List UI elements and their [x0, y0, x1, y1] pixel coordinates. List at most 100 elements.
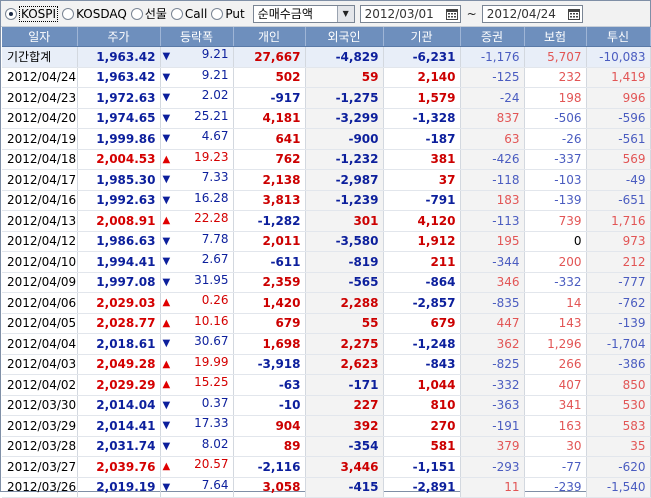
table-row[interactable]: 2012/04/16 1,992.63 ▼ 16.28 3,813 -1,239 -791 1…	[2, 190, 651, 211]
radio-put[interactable]: Put	[211, 5, 245, 23]
cell-securities: 195	[460, 231, 525, 252]
col-header-retail[interactable]: 개인	[233, 27, 306, 47]
table-row[interactable]: 2012/03/27 2,039.76 ▲ 20.57 -2,116 3,446 -1,15…	[2, 456, 651, 478]
table-row[interactable]: 2012/04/12 1,986.63 ▼ 7.78 2,011 -3,580 1,912 1…	[2, 231, 651, 252]
cell-date: 2012/03/28	[2, 436, 78, 457]
table-row[interactable]: 2012/04/10 1,994.41 ▼ 2.67 -611 -819 211 -344 20…	[2, 251, 651, 273]
cell-date: 2012/04/24	[2, 67, 78, 88]
cell-date: 2012/04/19	[2, 128, 78, 150]
cell-trust: -1,704	[586, 333, 651, 355]
calendar-icon[interactable]	[566, 6, 582, 22]
change-value: 2.02	[201, 88, 229, 103]
triangle-down-icon: ▼	[162, 92, 171, 104]
col-header-change[interactable]: 등락폭	[160, 27, 234, 47]
toolbar: KOSPI KOSDAQ 선물 Call Put 순매수금액 ▼ 2012/03…	[1, 1, 650, 27]
mode-select[interactable]: 순매수금액 ▼	[252, 4, 355, 23]
change-value: 16.28	[194, 190, 229, 205]
col-header-institution[interactable]: 기관	[383, 27, 461, 47]
radio-circle[interactable]	[170, 7, 183, 20]
radio-call[interactable]: Call	[170, 5, 208, 23]
cell-institution: 1,912	[383, 231, 461, 252]
cell-retail: 904	[233, 415, 306, 437]
cell-retail: 27,667	[233, 46, 306, 68]
radio-label: Call	[184, 6, 208, 21]
table-row[interactable]: 2012/03/30 2,014.04 ▼ 0.37 -10 227 810 -363 341 5…	[2, 395, 651, 416]
cell-retail: 4,181	[233, 108, 306, 129]
cell-date: 2012/04/06	[2, 292, 78, 314]
cell-change: ▲ 19.99	[160, 354, 234, 375]
cell-foreign: -415	[305, 477, 384, 498]
cell-institution: 4,120	[383, 210, 461, 232]
cell-price: 2,031.74	[77, 436, 161, 457]
start-date-field[interactable]: 2012/03/01	[359, 4, 461, 23]
table-row[interactable]: 2012/04/09 1,997.08 ▼ 31.95 2,359 -565 -864 346…	[2, 272, 651, 293]
cell-retail: 2,138	[233, 169, 306, 191]
cell-insurance: 266	[524, 354, 587, 375]
change-value: 0.37	[201, 395, 229, 410]
table-row[interactable]: 2012/04/13 2,008.91 ▲ 22.28 -1,282 301 4,120 -1…	[2, 210, 651, 232]
triangle-down-icon: ▼	[162, 440, 171, 452]
radio-circle[interactable]	[211, 7, 224, 20]
radio-circle[interactable]	[130, 7, 143, 20]
table-row[interactable]: 2012/04/20 1,974.65 ▼ 25.21 4,181 -3,299 -1,32…	[2, 108, 651, 129]
cell-price: 1,986.63	[77, 231, 161, 252]
cell-date: 2012/04/10	[2, 251, 78, 273]
cell-price: 2,029.29	[77, 374, 161, 396]
table-total-row[interactable]: 기간합계 1,963.42 ▼ 9.21 27,667 -4,829 -6,231 -1,17…	[2, 46, 651, 68]
triangle-up-icon: ▲	[162, 215, 171, 227]
table-row[interactable]: 2012/03/26 2,019.19 ▼ 7.64 3,058 -415 -2,891 11…	[2, 477, 651, 498]
table-row[interactable]: 2012/04/17 1,985.30 ▼ 7.33 2,138 -2,987 37 -118…	[2, 169, 651, 191]
radio-circle[interactable]	[5, 7, 17, 20]
cell-securities: -113	[460, 210, 525, 232]
col-header-securities[interactable]: 증권	[460, 27, 525, 47]
col-header-trust[interactable]: 투신	[586, 27, 651, 47]
chevron-down-icon[interactable]: ▼	[336, 5, 354, 22]
table-row[interactable]: 2012/03/29 2,014.41 ▼ 17.33 904 392 270 -191 163…	[2, 415, 651, 437]
triangle-up-icon: ▲	[162, 379, 171, 391]
end-date-field[interactable]: 2012/04/24	[481, 4, 583, 23]
cell-foreign: -565	[305, 272, 384, 293]
cell-trust: -596	[586, 108, 651, 129]
cell-foreign: -3,299	[305, 108, 384, 129]
col-header-date[interactable]: 일자	[2, 27, 78, 47]
triangle-down-icon: ▼	[162, 420, 171, 432]
cell-date: 2012/04/23	[2, 87, 78, 109]
table-row[interactable]: 2012/04/02 2,029.29 ▲ 15.25 -63 -171 1,044 -332…	[2, 374, 651, 396]
radio-label: KOSPI	[19, 5, 59, 22]
cell-insurance: 739	[524, 210, 587, 232]
table-row[interactable]: 2012/04/19 1,999.86 ▼ 4.67 641 -900 -187 63 -26-…	[2, 128, 651, 150]
table-row[interactable]: 2012/04/05 2,028.77 ▲ 10.16 679 55 679 447 143 -1…	[2, 313, 651, 334]
radio-futures[interactable]: 선물	[130, 5, 167, 23]
cell-date: 2012/04/13	[2, 210, 78, 232]
table-row[interactable]: 2012/04/04 2,018.61 ▼ 30.67 1,698 2,275 -1,248…	[2, 333, 651, 355]
cell-trust: -10,083	[586, 46, 651, 68]
table-header-row: 일자 주가 등락폭 개인 외국인 기관 증권 보험 투신	[2, 27, 651, 47]
triangle-up-icon: ▲	[162, 461, 171, 473]
cell-price: 1,963.42	[77, 46, 161, 68]
table-row[interactable]: 2012/03/28 2,031.74 ▼ 8.02 89 -354 581 379 30 35	[2, 436, 651, 457]
cell-date: 2012/04/18	[2, 149, 78, 170]
cell-price: 1,972.63	[77, 87, 161, 109]
cell-insurance: 143	[524, 313, 587, 334]
radio-kosdaq[interactable]: KOSDAQ	[62, 5, 127, 23]
cell-change: ▼ 7.64	[160, 477, 234, 498]
radio-kospi[interactable]: KOSPI	[5, 5, 59, 23]
col-header-insurance[interactable]: 보험	[524, 27, 587, 47]
col-header-price[interactable]: 주가	[77, 27, 161, 47]
table-row[interactable]: 2012/04/24 1,963.42 ▼ 9.21 502 59 2,140 -125 232…	[2, 67, 651, 88]
cell-retail: 2,011	[233, 231, 306, 252]
table-row[interactable]: 2012/04/18 2,004.53 ▲ 19.23 762 -1,232 381 -426…	[2, 149, 651, 170]
col-header-foreign[interactable]: 외국인	[305, 27, 384, 47]
change-value: 31.95	[194, 272, 229, 287]
cell-price: 1,985.30	[77, 169, 161, 191]
triangle-down-icon: ▼	[162, 112, 171, 124]
cell-trust: -49	[586, 169, 651, 191]
table-row[interactable]: 2012/04/23 1,972.63 ▼ 2.02 -917 -1,275 1,579 -2…	[2, 87, 651, 109]
cell-securities: -125	[460, 67, 525, 88]
table-row[interactable]: 2012/04/06 2,029.03 ▲ 0.26 1,420 2,288 -2,857-…	[2, 292, 651, 314]
radio-circle[interactable]	[62, 7, 75, 20]
calendar-icon[interactable]	[444, 6, 460, 22]
end-date-value: 2012/04/24	[486, 6, 556, 21]
table-row[interactable]: 2012/04/03 2,049.28 ▲ 19.99 -3,918 2,623 -843-…	[2, 354, 651, 375]
cell-institution: 581	[383, 436, 461, 457]
